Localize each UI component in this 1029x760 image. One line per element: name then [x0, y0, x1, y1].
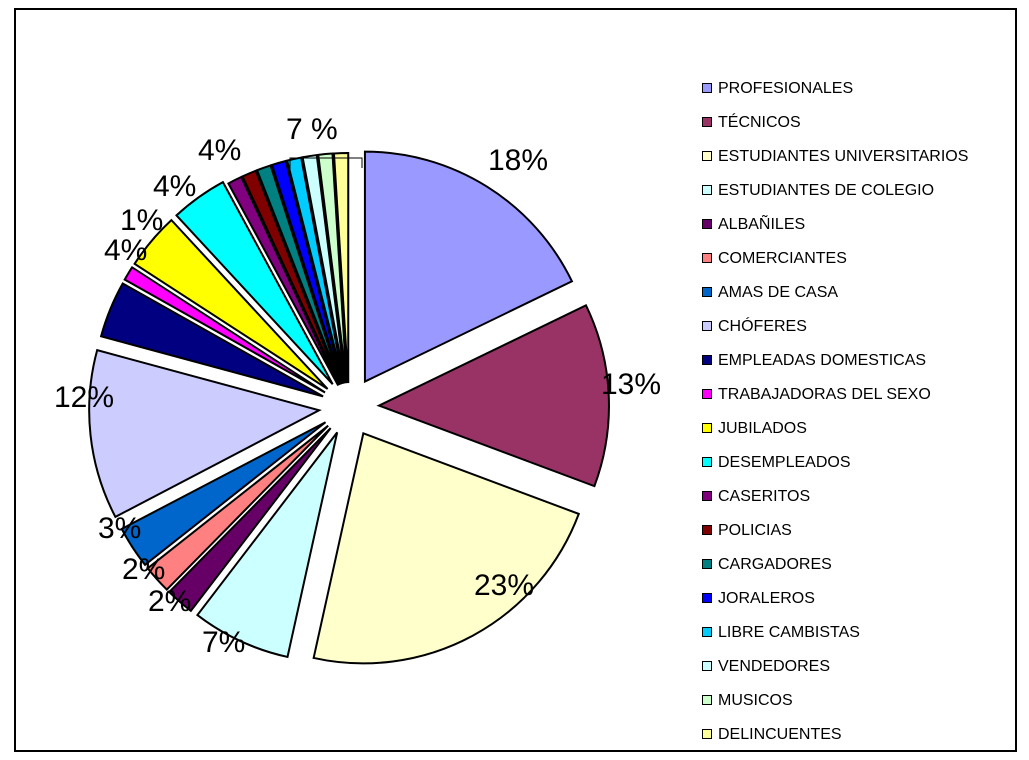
legend-item: AMAS DE CASA [702, 276, 1029, 310]
legend-swatch [702, 150, 712, 161]
legend-swatch [702, 558, 712, 569]
legend-item: CARGADORES [702, 548, 1029, 582]
legend-item: ESTUDIANTES DE COLEGIO [702, 174, 1029, 208]
pie-slice [133, 218, 329, 390]
legend-label: DELINCUENTES [718, 726, 842, 743]
legend-label: JUBILADOS [718, 420, 807, 437]
pie-slices [88, 150, 610, 665]
data-label: 12% [54, 381, 114, 414]
legend-label: CARGADORES [718, 556, 832, 573]
legend-item: VENDEDORES [702, 650, 1029, 684]
legend-label: PROFESIONALES [718, 80, 854, 97]
data-label: 2% [148, 585, 191, 618]
legend-item: EMPLEADAS DOMESTICAS [702, 344, 1029, 378]
legend-item: ALBAÑILES [702, 208, 1029, 242]
legend-swatch [702, 184, 712, 195]
data-label: 4% [104, 234, 147, 267]
pie-slice [120, 421, 327, 567]
legend-swatch [702, 592, 712, 603]
pie-slice [312, 432, 581, 665]
legend-label: CHÓFERES [718, 318, 807, 335]
legend-item: JORALEROS [702, 582, 1029, 616]
chart-frame: 18% 13% 23% 7% 2% 2% 3% 12% 4% 1% 4% 4% 7 % PROFESIO… [14, 8, 1017, 752]
legend-swatch [702, 218, 712, 229]
legend-item: LIBRE CAMBISTAS [702, 616, 1029, 650]
legend-swatch [702, 524, 712, 535]
legend-label: CASERITOS [718, 488, 811, 505]
legend-swatch [702, 354, 712, 365]
pie-slice [317, 152, 348, 384]
data-label: 1% [120, 204, 163, 237]
pie-slice [241, 169, 341, 386]
legend-swatch [702, 626, 712, 637]
legend-item: TÉCNICOS [702, 106, 1029, 140]
data-label: 7% [202, 626, 245, 659]
legend-item: COMERCIANTES [702, 242, 1029, 276]
legend-item: MUSICOS [702, 684, 1029, 718]
pie-slice [227, 175, 340, 387]
pie-slice [270, 159, 344, 385]
legend-item: CHÓFERES [702, 310, 1029, 344]
grouped-label-leader-line [289, 157, 363, 175]
legend-swatch [702, 660, 712, 671]
legend-label: COMERCIANTES [718, 250, 847, 267]
legend-item: POLICIAS [702, 514, 1029, 548]
data-label: 18% [488, 144, 548, 177]
data-label: 7 % [286, 113, 338, 146]
legend-swatch [702, 490, 712, 501]
pie-slice [88, 348, 322, 519]
legend-swatch [702, 82, 712, 93]
data-label: 23% [474, 569, 534, 602]
legend-item: TRABAJADORAS DEL SEXO [702, 378, 1029, 412]
legend-item: PROFESIONALES [702, 72, 1029, 106]
legend-label: AMAS DE CASA [718, 284, 839, 301]
pie-slice [146, 424, 329, 592]
legend-label: POLICIAS [718, 522, 792, 539]
legend-swatch [702, 728, 712, 739]
legend-swatch [702, 320, 712, 331]
legend-item: DELINCUENTES [702, 718, 1029, 752]
pie-slice [167, 427, 332, 613]
pie-slice [363, 150, 574, 384]
pie-slice [255, 164, 342, 385]
legend-item: JUBILADOS [702, 412, 1029, 446]
legend-swatch [702, 116, 712, 127]
pie-slice [99, 282, 324, 398]
data-label: 3% [98, 512, 141, 545]
data-label: 4% [198, 134, 241, 167]
legend-label: ESTUDIANTES DE COLEGIO [718, 182, 935, 199]
legend-label: DESEMPLEADOS [718, 454, 851, 471]
legend-item: ESTUDIANTES UNIVERSITARIOS [702, 140, 1029, 174]
legend-label: ESTUDIANTES UNIVERSITARIOS [718, 148, 969, 165]
legend-swatch [702, 388, 712, 399]
data-label: 13% [601, 368, 661, 401]
pie-slice [332, 152, 350, 384]
legend-label: ALBAÑILES [718, 216, 806, 233]
legend-swatch [702, 456, 712, 467]
data-label: 2% [122, 553, 165, 586]
data-label: 4% [153, 170, 196, 203]
pie-slice [376, 304, 610, 488]
pie-slice [123, 265, 326, 394]
legend-label: TÉCNICOS [718, 114, 801, 131]
pie-slice [175, 180, 334, 385]
pie-slice [196, 431, 339, 659]
legend-label: TRABAJADORAS DEL SEXO [718, 386, 931, 403]
legend: PROFESIONALES TÉCNICOS ESTUDIANTES UNIVERS… [702, 72, 1029, 752]
legend-label: VENDEDORES [718, 658, 831, 675]
legend-item: DESEMPLEADOS [702, 446, 1029, 480]
legend-swatch [702, 694, 712, 705]
legend-label: EMPLEADAS DOMESTICAS [718, 352, 927, 369]
legend-label: JORALEROS [718, 590, 815, 607]
legend-item: CASERITOS [702, 480, 1029, 514]
pie-slice [301, 153, 347, 384]
pie-data-labels: 18%13%23%7%2%2%3%12%4%1%4%4%7 % [54, 113, 661, 659]
legend-swatch [702, 286, 712, 297]
legend-swatch [702, 422, 712, 433]
legend-label: MUSICOS [718, 692, 793, 709]
pie-chart: 18%13%23%7%2%2%3%12%4%1%4%4%7 % [54, 113, 661, 665]
legend-swatch [702, 252, 712, 263]
legend-label: LIBRE CAMBISTAS [718, 624, 860, 641]
